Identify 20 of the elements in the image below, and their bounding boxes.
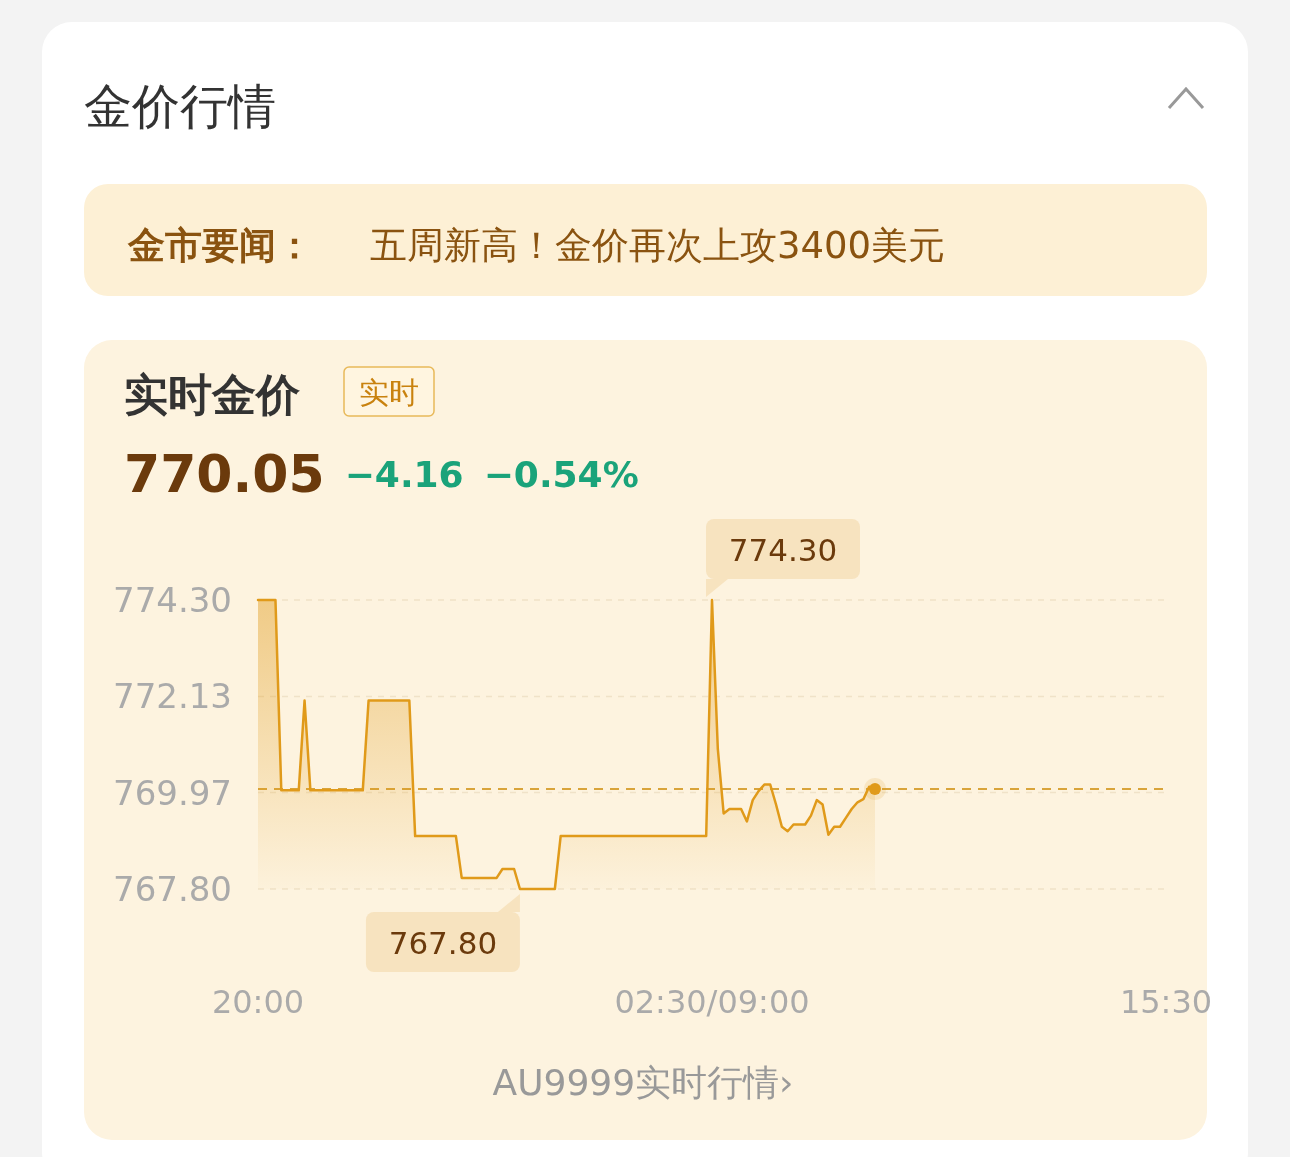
subtitle: 实时金价 [124, 369, 300, 420]
annotation: 770.05 [124, 444, 325, 504]
annotation: −4.16 [344, 454, 464, 495]
annotation: AU9999实时行情› [492, 1062, 794, 1103]
annotation: 五周新高！金价再次上攻3400美元 [370, 224, 946, 267]
callout: 767.80 [365, 894, 520, 972]
x-tick-label: 20:00 [211, 983, 305, 1021]
y-tick-label: 772.13 [113, 676, 232, 717]
annotation: −0.54% [483, 454, 639, 495]
annotation: 774.30 [728, 532, 838, 568]
y-tick-label: 774.30 [113, 580, 232, 620]
annotation: 实时 [359, 375, 419, 410]
x-tick-label: 02:30/09:00 [614, 983, 810, 1021]
annotation: 金市要闻： [128, 224, 313, 267]
y-tick-label: 769.97 [113, 772, 232, 813]
x-tick-label: 15:30 [1119, 983, 1213, 1021]
y-tick-label: 767.80 [113, 869, 232, 909]
callout: 774.30 [706, 519, 860, 597]
title: 金价行情 [84, 78, 276, 134]
annotation: 767.80 [388, 925, 498, 961]
